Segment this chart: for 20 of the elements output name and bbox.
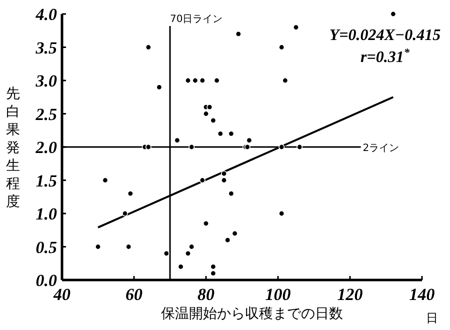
y-tick-label: 3.0: [34, 72, 58, 90]
x-axis-title: 保温開始から収穫までの日数: [161, 306, 343, 322]
y-tick-label: 2.5: [34, 104, 58, 124]
x-tick-label: 120: [337, 285, 364, 304]
text: 日: [426, 311, 438, 325]
annotation: r=0.31$^{*}$: [360, 47, 410, 66]
y-tick-label: 0.5: [36, 238, 58, 257]
x-tick-label: 80: [198, 285, 215, 304]
y-tick-label: 1.5: [36, 171, 58, 190]
x-tick-label: 60: [126, 285, 143, 304]
x-tick-label: 100: [265, 285, 292, 304]
y-tick-label: 2.0: [34, 138, 58, 157]
y-tick-label: 3.5: [34, 38, 58, 58]
ref-line-label: 70日ライン: [170, 14, 223, 25]
y-axis-title: 先白果発生程度: [6, 86, 20, 210]
y-tick-label: 1.0: [36, 204, 58, 224]
ref-line-label: 2ライン: [362, 143, 400, 154]
annotation: Y=0.024X−0.415: [329, 27, 441, 44]
x-tick-label: 140: [409, 285, 436, 304]
y-tick-label: 4.0: [34, 5, 58, 24]
